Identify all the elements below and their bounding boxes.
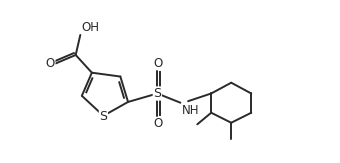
Text: NH: NH	[182, 104, 200, 117]
Text: O: O	[46, 57, 55, 70]
Text: S: S	[153, 87, 161, 100]
Text: O: O	[153, 117, 163, 130]
Text: S: S	[99, 110, 107, 123]
Text: O: O	[153, 57, 163, 70]
Text: OH: OH	[81, 21, 99, 34]
